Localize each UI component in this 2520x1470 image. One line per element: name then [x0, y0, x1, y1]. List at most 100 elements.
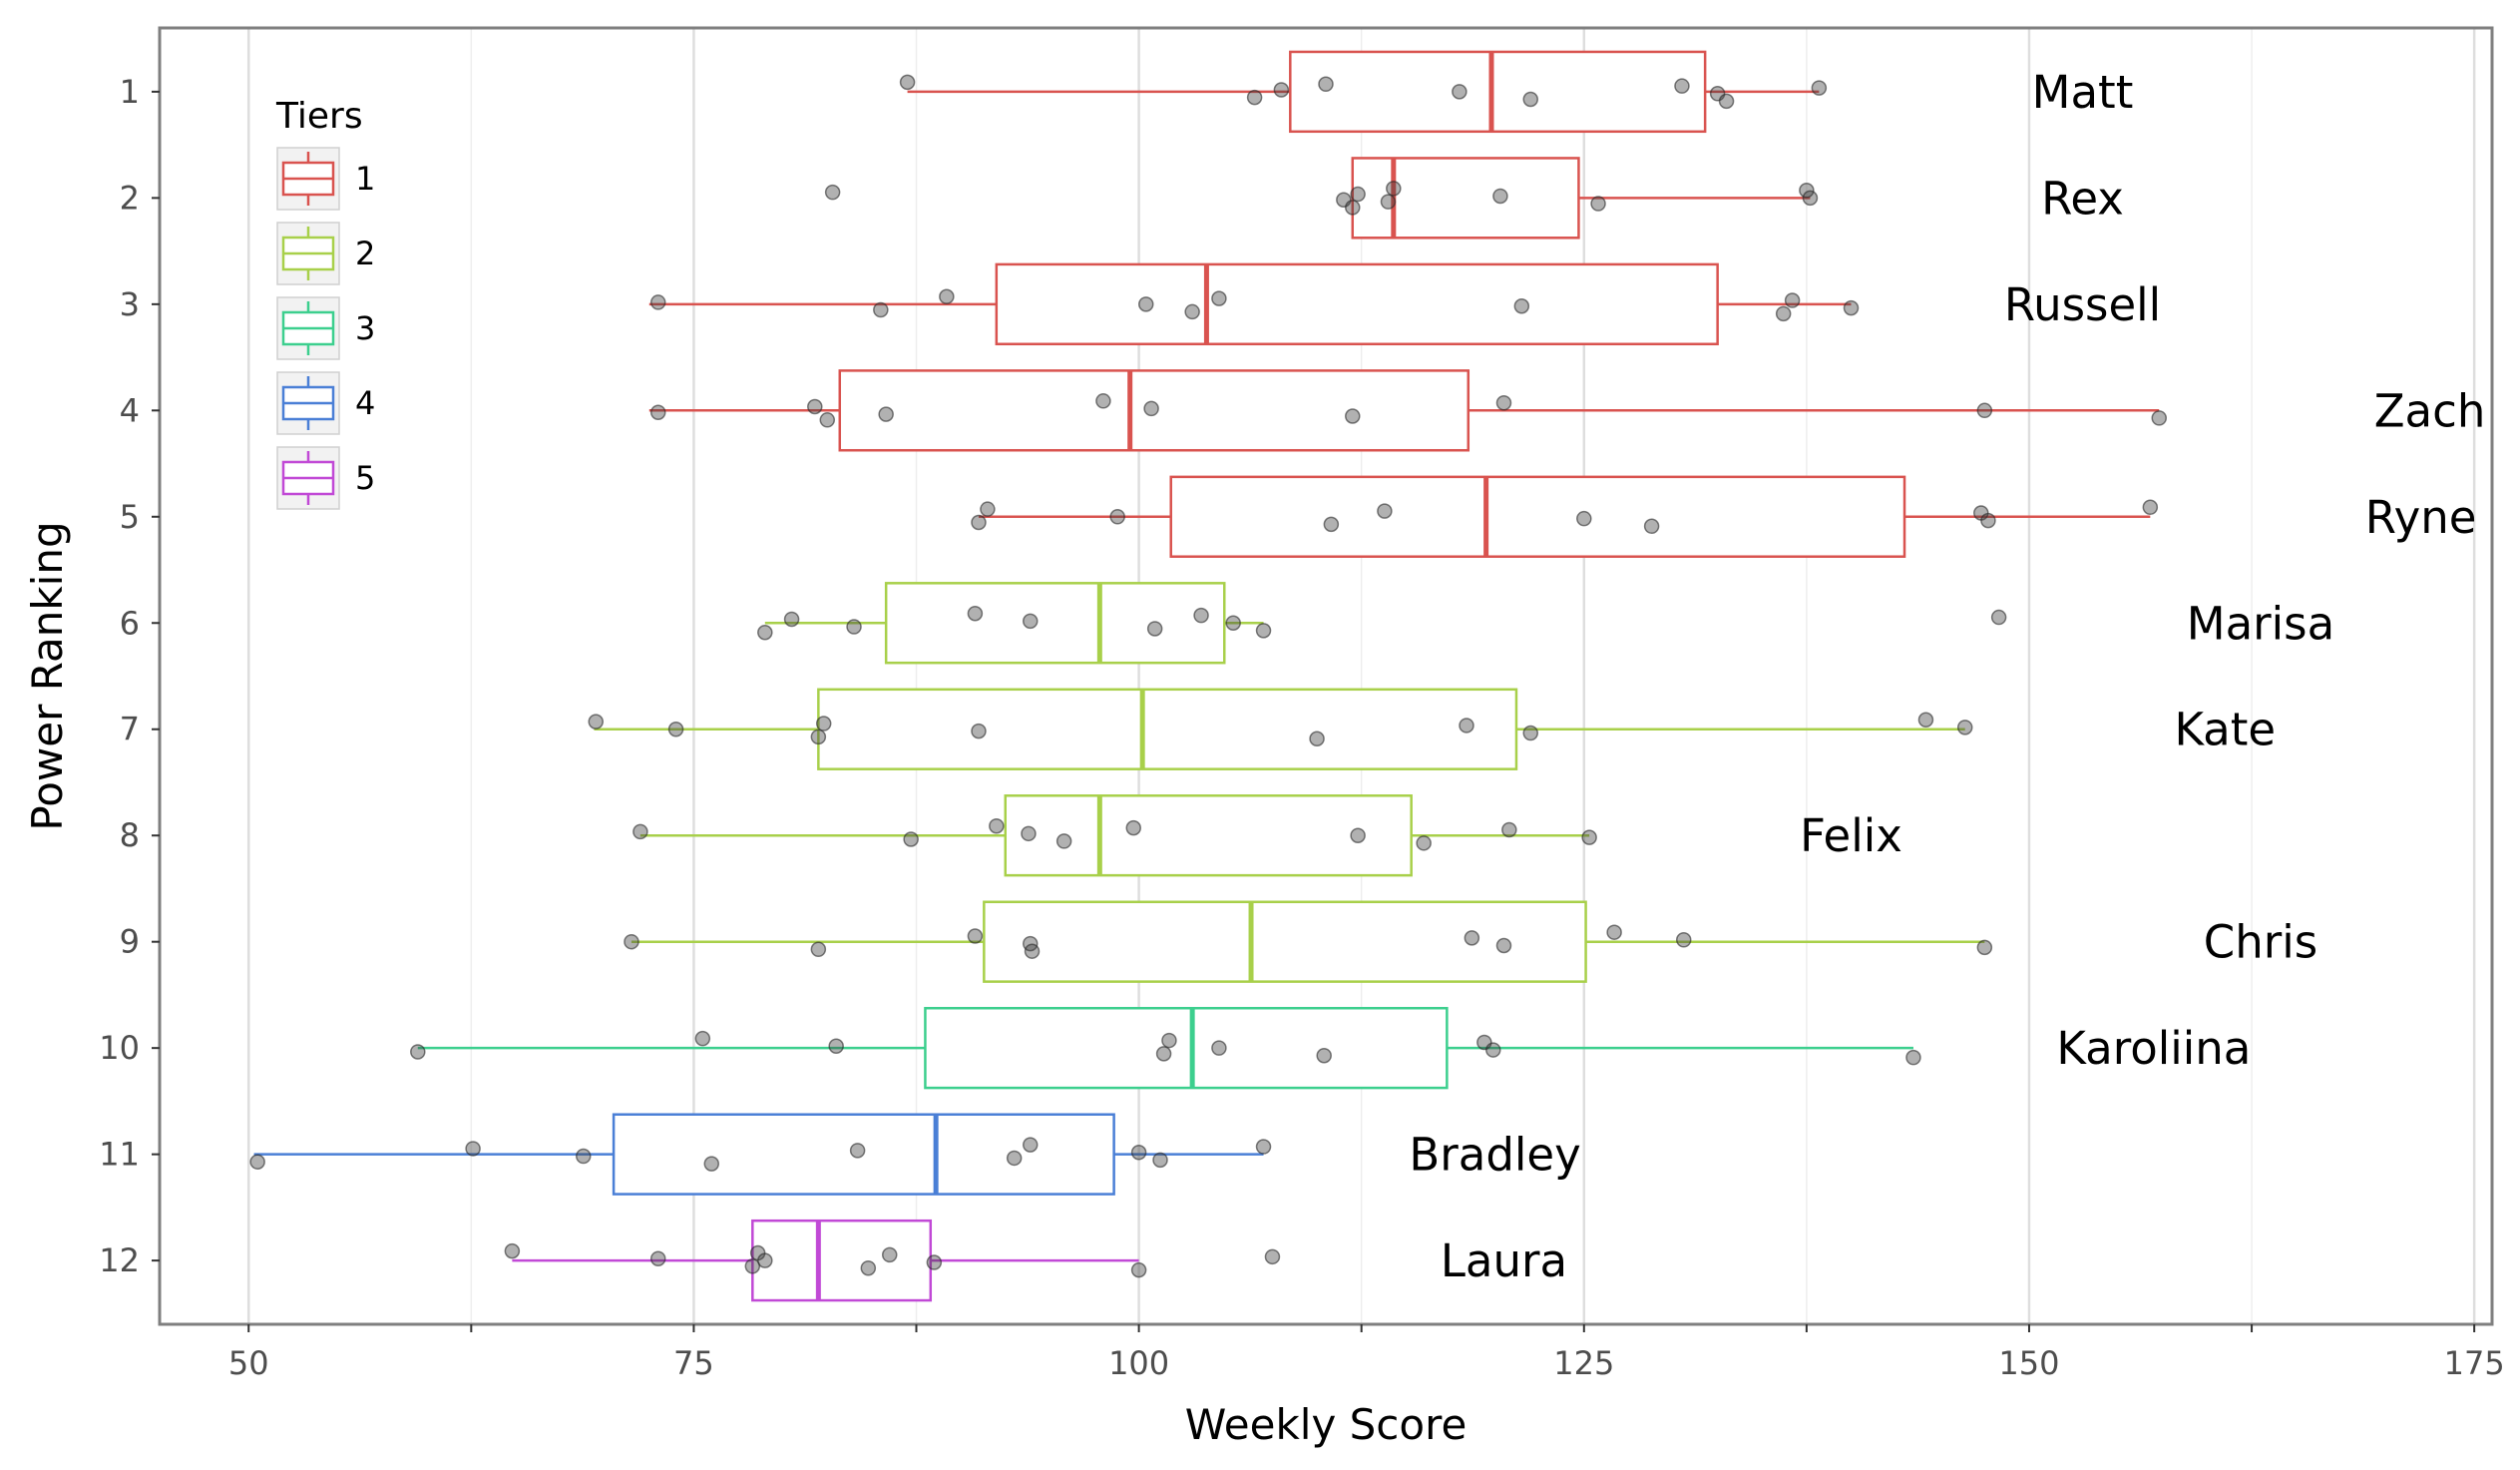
- box-rank-11: [253, 1113, 1264, 1196]
- data-point: [1522, 725, 1538, 741]
- data-point: [624, 933, 639, 950]
- data-point: [1255, 1139, 1272, 1155]
- legend-item-tier-4: 4: [276, 371, 375, 435]
- data-point: [410, 1044, 426, 1060]
- data-point: [1811, 80, 1828, 96]
- box-iqr: [751, 1219, 933, 1302]
- data-point: [1125, 819, 1141, 836]
- legend-label: 1: [355, 160, 375, 198]
- data-point: [1021, 825, 1037, 842]
- data-point: [1211, 1040, 1227, 1056]
- player-label-russell: Russell: [2004, 278, 2161, 331]
- data-point: [632, 823, 648, 840]
- player-labels: Matt Rex Russell Zach Ryne Marisa Kate Felix Chr…: [1409, 66, 2485, 1287]
- data-point: [810, 729, 827, 745]
- data-point: [1024, 943, 1041, 959]
- box-iqr: [838, 369, 1470, 452]
- data-point: [1576, 510, 1592, 527]
- player-label-ryne: Ryne: [2365, 491, 2477, 544]
- data-point: [1485, 1042, 1501, 1058]
- data-point: [1905, 1049, 1921, 1066]
- y-tick-label: 12: [99, 1241, 140, 1279]
- box-iqr: [1004, 794, 1413, 877]
- box-iqr: [884, 582, 1226, 665]
- data-point: [873, 301, 889, 318]
- legend-label: 4: [355, 384, 375, 422]
- data-point: [1522, 91, 1538, 108]
- data-point: [1581, 829, 1597, 845]
- data-point: [576, 1148, 592, 1165]
- data-point: [1318, 76, 1334, 93]
- player-label-marisa: Marisa: [2187, 597, 2334, 650]
- box-iqr: [924, 1006, 1449, 1090]
- data-point: [1055, 833, 1072, 849]
- data-point: [504, 1242, 521, 1259]
- y-tick-label: 7: [120, 711, 140, 748]
- data-point: [1022, 613, 1039, 630]
- data-point: [1137, 296, 1154, 312]
- box-iqr: [817, 688, 1518, 770]
- y-tick-label: 4: [120, 391, 140, 429]
- data-point: [1350, 827, 1366, 843]
- box-rank-4: [648, 369, 2160, 452]
- box-rank-5: [978, 475, 2151, 558]
- data-point: [1917, 712, 1934, 728]
- data-point: [649, 294, 666, 310]
- data-point: [1264, 1248, 1281, 1265]
- box-rank-3: [648, 262, 1852, 346]
- x-tick-label: 125: [1553, 1344, 1614, 1382]
- player-label-kate: Kate: [2174, 704, 2276, 756]
- data-point: [1109, 509, 1125, 525]
- legend-label: 2: [355, 235, 375, 272]
- legend-title: Tiers: [275, 96, 363, 137]
- legend-label: 3: [355, 309, 375, 347]
- data-point: [1255, 623, 1272, 639]
- data-point: [1350, 186, 1366, 203]
- data-point: [846, 619, 862, 635]
- box-iqr: [1169, 475, 1906, 558]
- y-tick-label: 9: [120, 923, 140, 961]
- data-point: [1143, 400, 1159, 417]
- data-point: [757, 625, 773, 641]
- data-point: [1990, 609, 2007, 626]
- data-point: [1799, 183, 1815, 199]
- data-point: [249, 1154, 265, 1170]
- data-point: [810, 941, 827, 958]
- y-tick-label: 6: [120, 604, 140, 642]
- box-rank-2: [1351, 157, 1811, 240]
- data-point: [1130, 1144, 1147, 1161]
- box-iqr: [983, 900, 1587, 983]
- data-point: [1193, 607, 1209, 624]
- y-tick-label: 2: [120, 179, 140, 217]
- data-point: [1095, 393, 1111, 409]
- data-point: [649, 404, 666, 420]
- data-point: [878, 406, 894, 422]
- data-point: [971, 514, 987, 531]
- box-rank-7: [594, 688, 1965, 770]
- y-tick-label: 5: [120, 498, 140, 536]
- data-point: [899, 74, 916, 91]
- data-point: [1309, 731, 1325, 746]
- data-point: [1211, 290, 1227, 306]
- data-point: [1775, 305, 1792, 322]
- data-point: [881, 1246, 898, 1263]
- data-point: [783, 611, 800, 628]
- data-point: [1152, 1152, 1168, 1169]
- data-point: [1416, 835, 1432, 851]
- data-point: [703, 1156, 720, 1172]
- data-point: [926, 1254, 943, 1270]
- data-point: [1956, 720, 1973, 735]
- y-tick-label: 8: [120, 816, 140, 854]
- data-point: [824, 184, 841, 201]
- y-tick-label: 11: [99, 1136, 140, 1174]
- data-point: [1386, 181, 1402, 197]
- data-point: [980, 501, 996, 517]
- data-points: [249, 74, 2168, 1278]
- player-label-matt: Matt: [2032, 66, 2134, 119]
- player-label-laura: Laura: [1441, 1234, 1567, 1287]
- data-point: [1146, 621, 1163, 637]
- legend-label: 5: [355, 459, 375, 497]
